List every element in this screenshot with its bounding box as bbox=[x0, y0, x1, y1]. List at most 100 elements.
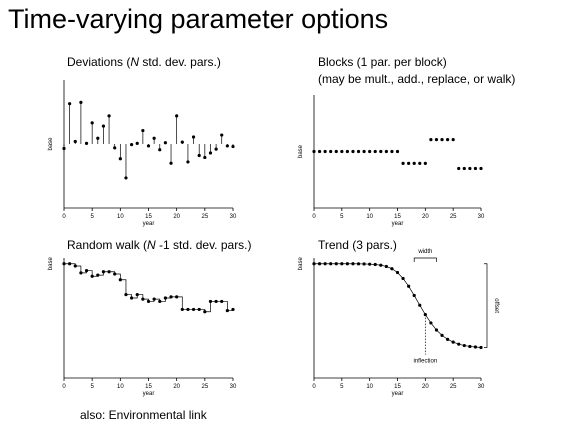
trend-point bbox=[368, 263, 371, 266]
random_walk-point bbox=[203, 310, 206, 313]
deviations-point bbox=[198, 154, 201, 157]
blocks-plot bbox=[312, 95, 482, 211]
trend-line bbox=[314, 264, 481, 348]
width-label: width bbox=[417, 249, 432, 255]
random_walk-point bbox=[220, 300, 223, 303]
trend-point bbox=[379, 264, 382, 267]
blocks-point bbox=[390, 150, 393, 153]
deviations-point bbox=[113, 146, 116, 149]
blocks-point bbox=[324, 150, 327, 153]
trend-point bbox=[312, 262, 315, 265]
deviations-point bbox=[186, 160, 189, 163]
blocks-x-axis-label: year bbox=[392, 221, 404, 227]
blocks-point bbox=[479, 167, 482, 170]
blocks-point bbox=[379, 150, 382, 153]
random_walk-point bbox=[119, 278, 122, 281]
random_walk-point bbox=[91, 275, 94, 278]
random_walk-point bbox=[85, 269, 88, 272]
blocks-point bbox=[374, 150, 377, 153]
deviations-point bbox=[74, 140, 77, 143]
blocks-point bbox=[346, 150, 349, 153]
trend-plot bbox=[312, 258, 487, 381]
random_walk-plot bbox=[62, 258, 234, 381]
blocks-x-tick-label: 15 bbox=[394, 214, 401, 220]
blocks-point bbox=[457, 167, 460, 170]
blocks-y-axis-label: base bbox=[298, 144, 304, 158]
trend-x-tick-label: 10 bbox=[366, 384, 373, 390]
deviations-point bbox=[141, 129, 144, 132]
deviations-point bbox=[169, 162, 172, 165]
trend-point bbox=[468, 345, 471, 348]
trend-x-tick-label: 20 bbox=[422, 384, 429, 390]
random_walk-point bbox=[74, 264, 77, 267]
trend-x-tick-label: 0 bbox=[312, 384, 316, 390]
trend-point bbox=[407, 285, 410, 288]
random_walk-point bbox=[113, 272, 116, 275]
random_walk-point bbox=[79, 271, 82, 274]
blocks-point bbox=[368, 150, 371, 153]
deviations-point bbox=[119, 157, 122, 160]
trend-point bbox=[435, 328, 438, 331]
inflection-label: inflection bbox=[413, 359, 437, 365]
random_walk-point bbox=[209, 300, 212, 303]
random_walk-x-tick-label: 25 bbox=[201, 384, 208, 390]
blocks-point bbox=[435, 138, 438, 141]
deviations-point bbox=[203, 156, 206, 159]
blocks-point bbox=[407, 162, 410, 165]
random_walk-x-tick-label: 20 bbox=[173, 384, 180, 390]
blocks-point bbox=[463, 167, 466, 170]
random_walk-point bbox=[164, 296, 167, 299]
blocks-point bbox=[363, 150, 366, 153]
deviations-x-tick-label: 15 bbox=[145, 214, 152, 220]
deviations-point bbox=[62, 147, 65, 150]
deviations-x-tick-label: 10 bbox=[117, 214, 124, 220]
trend-x-tick-label: 5 bbox=[340, 384, 344, 390]
random_walk-point bbox=[68, 262, 71, 265]
deviations-point bbox=[102, 124, 105, 127]
blocks-point bbox=[440, 138, 443, 141]
deviations-point bbox=[107, 114, 110, 117]
trend-point bbox=[463, 344, 466, 347]
deviations-x-tick-label: 25 bbox=[201, 214, 208, 220]
blocks-point bbox=[446, 138, 449, 141]
deviations-point bbox=[215, 148, 218, 151]
blocks-x-tick-label: 5 bbox=[340, 214, 344, 220]
random_walk-point bbox=[147, 300, 150, 303]
blocks-x-tick-label: 30 bbox=[478, 214, 485, 220]
deviations-point bbox=[226, 144, 229, 147]
blocks-point bbox=[474, 167, 477, 170]
offset-label: offset bbox=[493, 298, 499, 313]
deviations-point bbox=[79, 101, 82, 104]
trend-point bbox=[440, 334, 443, 337]
trend-point bbox=[457, 343, 460, 346]
trend-point bbox=[474, 345, 477, 348]
trend-point bbox=[446, 338, 449, 341]
trend-point bbox=[357, 262, 360, 265]
trend-point bbox=[479, 346, 482, 349]
random_walk-x-tick-label: 15 bbox=[145, 384, 152, 390]
deviations-plot bbox=[62, 80, 234, 211]
random_walk-point bbox=[130, 296, 133, 299]
trend-point bbox=[413, 294, 416, 297]
deviations-x-tick-label: 0 bbox=[62, 214, 66, 220]
trend-point bbox=[335, 262, 338, 265]
blocks-point bbox=[357, 150, 360, 153]
random_walk-x-tick-label: 10 bbox=[117, 384, 124, 390]
random_walk-x-axis-label: year bbox=[143, 391, 155, 397]
random_walk-point bbox=[175, 295, 178, 298]
trend-point bbox=[351, 262, 354, 265]
random_walk-point bbox=[158, 300, 161, 303]
blocks-point bbox=[424, 162, 427, 165]
blocks-point bbox=[351, 150, 354, 153]
blocks-point bbox=[329, 150, 332, 153]
deviations-point bbox=[231, 145, 234, 148]
trend-point bbox=[385, 265, 388, 268]
deviations-point bbox=[192, 135, 195, 138]
blocks-point bbox=[418, 162, 421, 165]
random_walk-point bbox=[136, 293, 139, 296]
trend-point bbox=[324, 262, 327, 265]
blocks-point bbox=[318, 150, 321, 153]
random_walk-point bbox=[169, 295, 172, 298]
blocks-x-tick-label: 25 bbox=[450, 214, 457, 220]
blocks-point bbox=[312, 150, 315, 153]
